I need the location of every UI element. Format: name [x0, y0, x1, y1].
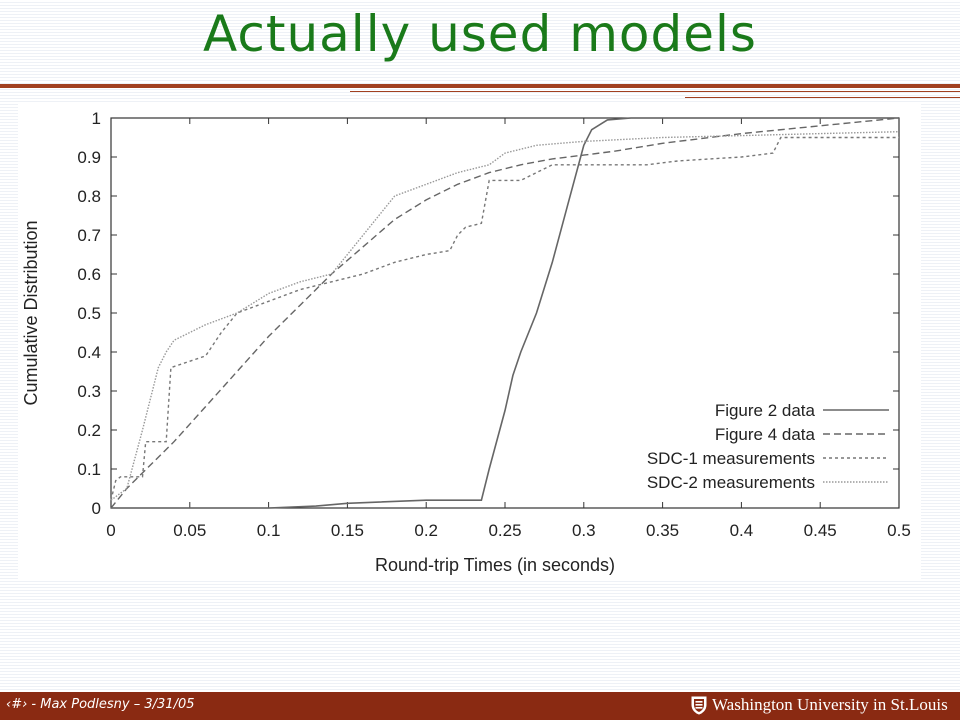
y-tick-label: 0.5	[77, 304, 101, 323]
x-tick-label: 0.15	[331, 521, 364, 540]
title-divider	[0, 84, 960, 88]
x-tick-label: 0.3	[572, 521, 596, 540]
x-tick-label: 0.25	[488, 521, 521, 540]
x-tick-label: 0.2	[414, 521, 438, 540]
x-axis-label: Round-trip Times (in seconds)	[375, 555, 615, 575]
y-tick-label: 0.7	[77, 226, 101, 245]
legend-label: Figure 2 data	[715, 401, 816, 420]
series-line-4	[110, 131, 900, 501]
y-tick-label: 0.8	[77, 187, 101, 206]
chart-panel: 0 0.05 0.1 0.15 0.2 0.25 0.3 0.35 0.4 0.45 0.5 0 0.1…	[18, 103, 921, 581]
series-line-2	[110, 117, 900, 509]
cdf-chart: 0 0.05 0.1 0.15 0.2 0.25 0.3 0.35 0.4 0.45 0.5 0 0.1…	[21, 109, 911, 575]
x-tick-label: 0.45	[804, 521, 837, 540]
y-tick-label: 0	[92, 499, 101, 518]
y-tick-label: 0.2	[77, 421, 101, 440]
legend-label: SDC-2 measurements	[647, 473, 815, 492]
x-tick-label: 0	[106, 521, 115, 540]
y-tick-label: 0.3	[77, 382, 101, 401]
legend-label: SDC-1 measurements	[647, 449, 815, 468]
y-tick-label: 1	[92, 109, 101, 128]
y-tick-label: 0.9	[77, 148, 101, 167]
footer-bar	[0, 692, 960, 720]
y-tick-label: 0.6	[77, 265, 101, 284]
x-tick-label: 0.35	[646, 521, 679, 540]
slide-title: Actually used models	[203, 5, 757, 63]
y-tick-label: 0.4	[77, 343, 101, 362]
y-axis-label: Cumulative Distribution	[21, 220, 41, 405]
legend-label: Figure 4 data	[715, 425, 816, 444]
title-divider-thin-2	[685, 97, 960, 98]
university-shield-icon	[691, 696, 707, 715]
y-tick-label: 0.1	[77, 460, 101, 479]
footer-university-name: Washington University in St.Louis	[712, 695, 948, 714]
x-tick-label: 0.05	[173, 521, 206, 540]
series-line-3	[110, 136, 899, 501]
series-line-1	[111, 117, 899, 509]
x-tick-label: 0.1	[257, 521, 281, 540]
x-tick-label: 0.4	[730, 521, 754, 540]
x-tick-label: 0.5	[887, 521, 911, 540]
title-divider-thin	[350, 91, 960, 92]
footer-slide-info: ‹#› - Max Podlesny – 3/31/05	[6, 697, 195, 712]
